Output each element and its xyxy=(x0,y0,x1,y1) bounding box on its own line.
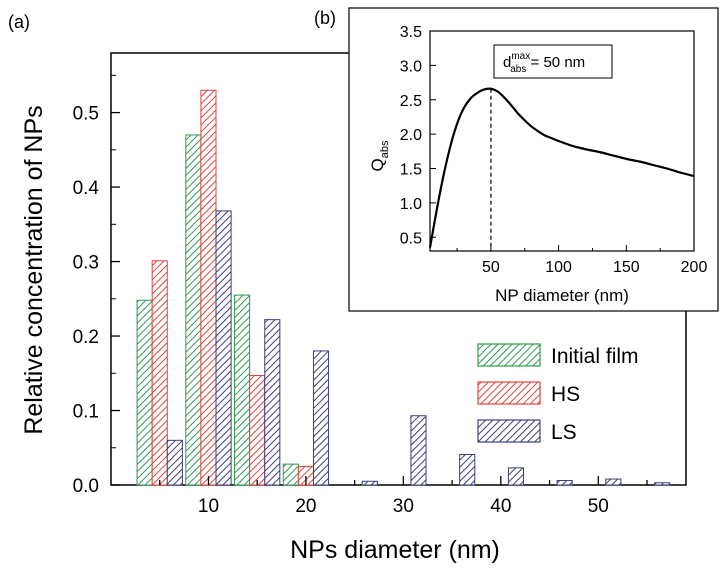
svg-text:Qabs: Qabs xyxy=(368,140,391,171)
inset-y-axis-symbol: Q xyxy=(368,158,387,171)
bar-hs-10 xyxy=(200,89,217,486)
legend-swatch-ls xyxy=(477,419,541,443)
bar-initial-5 xyxy=(136,299,153,486)
panel-label-a: (a) xyxy=(8,12,30,32)
annotation-sub: abs xyxy=(510,64,526,75)
inset-x-tick-label: 200 xyxy=(681,259,708,276)
x-tick-label: 40 xyxy=(490,496,511,517)
inset-y-tick-label: 1.0 xyxy=(400,196,422,213)
panel-label-b: (b) xyxy=(314,8,336,28)
bar-hs-5 xyxy=(151,260,168,486)
inset-y-axis-title: Qabs xyxy=(368,140,391,171)
bar-ls-25 xyxy=(361,480,378,486)
inset-line-chart: 50 100 150 200 0.5 1.0 1.5 2.0 2.5 3.0 3.5 dmax ab… xyxy=(368,24,707,305)
bar-ls-35 xyxy=(459,453,476,486)
bar-initial-20 xyxy=(282,463,299,486)
y-tick-label: 0.3 xyxy=(73,253,99,274)
inset-y-tick-label: 2.0 xyxy=(400,127,422,144)
x-tick-label: 30 xyxy=(393,496,414,517)
legend: Initial film HS LS xyxy=(477,343,639,444)
main-x-axis-title: NPs diameter (nm) xyxy=(290,536,500,564)
inset-y-tick-label: 3.5 xyxy=(400,24,422,41)
annotation-value: = 50 nm xyxy=(526,54,585,71)
x-tick-label: 20 xyxy=(295,496,316,517)
legend-label-ls: LS xyxy=(551,421,577,444)
main-bars xyxy=(136,89,671,486)
bar-ls-20 xyxy=(312,350,330,486)
bar-ls-5 xyxy=(166,439,183,486)
inset-y-axis-sub: abs xyxy=(379,140,391,158)
y-tick-label: 0.4 xyxy=(73,178,100,199)
inset-x-tick-label: 50 xyxy=(482,259,500,276)
legend-swatch-hs xyxy=(477,381,541,405)
x-tick-label: 10 xyxy=(198,496,219,517)
main-y-axis-title: Relative concentration of NPs xyxy=(20,105,48,434)
legend-swatch-initial xyxy=(477,343,541,367)
inset-y-axis: 0.5 1.0 1.5 2.0 2.5 3.0 3.5 xyxy=(400,24,436,247)
inset-x-tick-label: 100 xyxy=(545,259,572,276)
inset-y-tick-label: 0.5 xyxy=(400,230,422,247)
inset-y-tick-label: 1.5 xyxy=(400,162,422,179)
bar-ls-50 xyxy=(605,478,622,486)
bar-initial-10 xyxy=(185,134,202,486)
bar-initial-15 xyxy=(234,294,251,486)
inset-x-axis-title: NP diameter (nm) xyxy=(495,286,629,305)
y-tick-label: 0.2 xyxy=(73,327,99,348)
annotation-symbol: d xyxy=(503,54,511,71)
y-tick-label: 0.1 xyxy=(73,402,99,423)
inset-plot-frame xyxy=(429,30,695,252)
bar-ls-10 xyxy=(215,210,232,486)
bar-ls-30 xyxy=(410,415,427,486)
inset-x-axis: 50 100 150 200 xyxy=(456,245,708,276)
x-tick-label: 50 xyxy=(588,496,609,517)
main-bar-chart: 10 20 30 40 50 0.0 0.1 0.2 0.3 0.4 0.5 NPs diamet… xyxy=(20,52,687,564)
qabs-curve xyxy=(428,87,695,248)
main-x-axis: 10 20 30 40 50 xyxy=(159,476,648,517)
bar-ls-55 xyxy=(654,482,671,486)
inset-x-tick-label: 150 xyxy=(613,259,640,276)
inset-y-tick-label: 3.0 xyxy=(400,58,422,75)
legend-label-hs: HS xyxy=(551,383,580,406)
main-y-axis: 0.0 0.1 0.2 0.3 0.4 0.5 xyxy=(73,74,120,497)
bar-ls-45 xyxy=(556,480,573,486)
bar-ls-15 xyxy=(264,319,281,486)
annotation-sup: max xyxy=(511,51,530,62)
annotation-box: dmax abs = 50 nm xyxy=(493,44,613,79)
inset-y-tick-label: 2.5 xyxy=(400,93,422,110)
y-tick-label: 0.0 xyxy=(73,476,99,497)
y-tick-label: 0.5 xyxy=(73,104,99,125)
bar-hs-15 xyxy=(249,375,266,486)
bar-ls-40 xyxy=(507,467,524,486)
legend-label-initial: Initial film xyxy=(551,345,639,368)
